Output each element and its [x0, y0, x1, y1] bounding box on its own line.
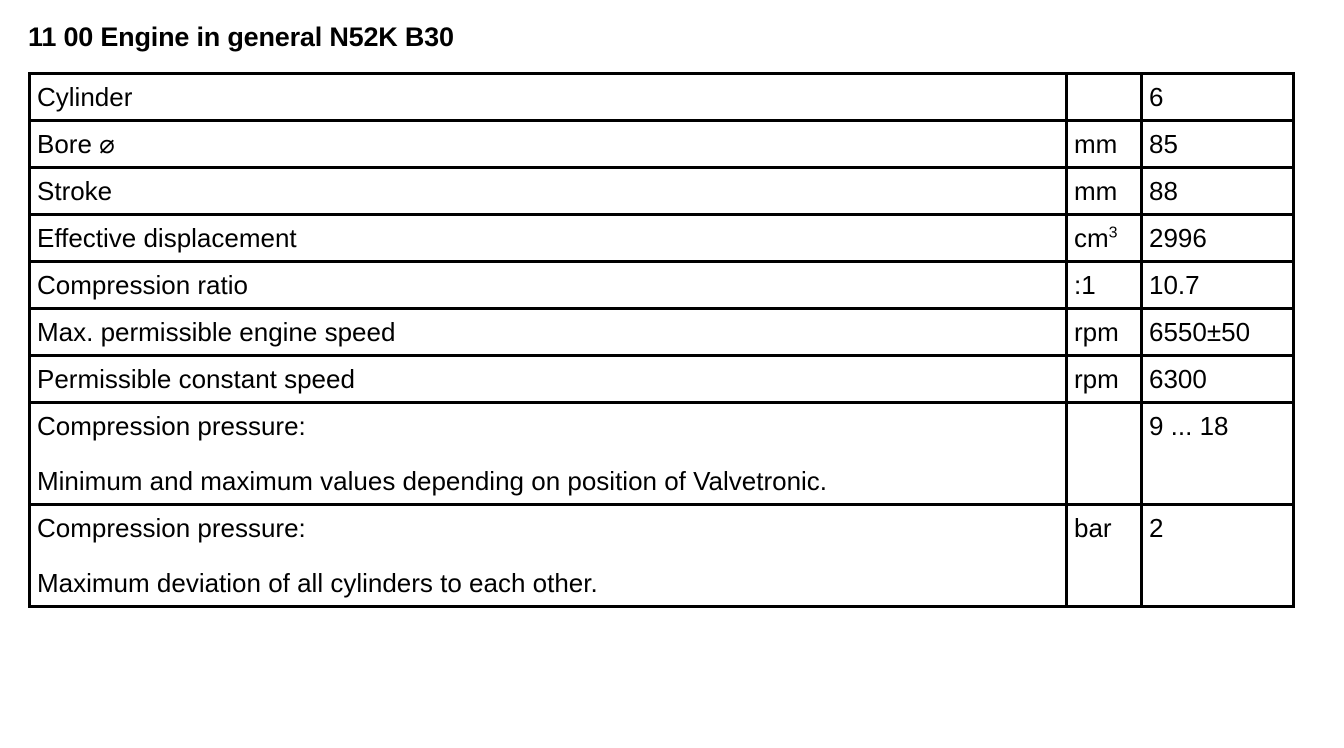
spec-label-text: Compression ratio	[37, 270, 248, 300]
spec-value-content: 9 ... 18	[1143, 404, 1292, 501]
table-row: Compression pressure: Minimum and maximum…	[28, 401, 1295, 506]
spec-label-text: Compression pressure:	[37, 411, 306, 441]
spec-value-cell: 88	[1140, 166, 1295, 216]
spec-value-cell: 85	[1140, 119, 1295, 169]
spec-unit-cell: mm	[1065, 119, 1143, 169]
spec-value-text: 6550±50	[1149, 317, 1251, 347]
spec-label-cell: Stroke	[28, 166, 1068, 216]
spec-value-text: 2996	[1149, 223, 1207, 253]
spec-unit-cell: rpm	[1065, 307, 1143, 357]
spec-value-cell: 2996	[1140, 213, 1295, 263]
spec-unit-content: mm	[1068, 122, 1140, 166]
spec-unit-text: bar	[1074, 513, 1112, 543]
spec-label-note: Maximum deviation of all cylinders to ea…	[37, 568, 598, 598]
spec-unit-content: mm	[1068, 169, 1140, 213]
table-row: Max. permissible engine speed rpm 6550±50	[28, 307, 1295, 357]
table-row: Compression ratio :1 10.7	[28, 260, 1295, 310]
spec-value-content: 10.7	[1143, 263, 1292, 307]
spec-unit-cell: :1	[1065, 260, 1143, 310]
spec-label-content: Permissible constant speed	[31, 357, 1065, 401]
spec-unit-content: rpm	[1068, 357, 1140, 401]
spec-label-cell: Compression pressure: Maximum deviation o…	[28, 503, 1068, 608]
spec-unit-text: mm	[1074, 129, 1118, 159]
spec-label-text: Max. permissible engine speed	[37, 317, 396, 347]
spec-value-cell: 9 ... 18	[1140, 401, 1295, 506]
spec-unit-content	[1068, 75, 1140, 119]
spec-label-content: Compression ratio	[31, 263, 1065, 307]
spec-label-content: Bore ⌀	[31, 122, 1065, 166]
spec-value-content: 88	[1143, 169, 1292, 213]
spec-value-content: 6300	[1143, 357, 1292, 401]
spec-value-text: 9 ... 18	[1149, 411, 1229, 441]
spec-label-cell: Cylinder	[28, 72, 1068, 122]
spec-label-text: Compression pressure:	[37, 513, 306, 543]
spec-value-text: 10.7	[1149, 270, 1200, 300]
table-row: Cylinder 6	[28, 72, 1295, 122]
spec-unit-content: rpm	[1068, 310, 1140, 354]
spec-value-text: 85	[1149, 129, 1178, 159]
spec-value-cell: 6300	[1140, 354, 1295, 404]
table-row: Stroke mm 88	[28, 166, 1295, 216]
table-row: Permissible constant speed rpm 6300	[28, 354, 1295, 404]
spec-unit-text: :1	[1074, 270, 1096, 300]
spec-value-content: 6	[1143, 75, 1292, 119]
spec-value-text: 6	[1149, 82, 1164, 112]
spec-label-cell: Compression pressure: Minimum and maximum…	[28, 401, 1068, 506]
spec-value-content: 2	[1143, 506, 1292, 603]
spec-label-text: Bore ⌀	[37, 129, 115, 159]
spec-unit-content: bar	[1068, 506, 1140, 603]
spec-value-content: 2996	[1143, 216, 1292, 260]
spec-value-content: 6550±50	[1143, 310, 1292, 354]
spec-unit-cell	[1065, 72, 1143, 122]
spec-unit-content: cm3	[1068, 216, 1140, 260]
spec-value-cell: 6550±50	[1140, 307, 1295, 357]
spec-value-cell: 6	[1140, 72, 1295, 122]
spec-label-text: Stroke	[37, 176, 113, 206]
table-row: Effective displacement cm3 2996	[28, 213, 1295, 263]
spec-label-content: Cylinder	[31, 75, 1065, 119]
spec-value-content: 85	[1143, 122, 1292, 166]
engine-specification-table: Cylinder 6 Bore ⌀ mm 85 Stroke mm 88 Effective d…	[28, 72, 1295, 608]
spec-unit-cell: mm	[1065, 166, 1143, 216]
spec-unit-cell: bar	[1065, 503, 1143, 608]
spec-unit-cell: rpm	[1065, 354, 1143, 404]
spec-label-text: Cylinder	[37, 82, 133, 112]
spec-unit-text: rpm	[1074, 317, 1119, 347]
spec-unit-exponent: 3	[1108, 224, 1118, 242]
spec-unit-cell	[1065, 401, 1143, 506]
spec-label-note: Minimum and maximum values depending on …	[37, 466, 828, 496]
spec-value-text: 2	[1149, 513, 1164, 543]
spec-label-cell: Effective displacement	[28, 213, 1068, 263]
spec-label-cell: Max. permissible engine speed	[28, 307, 1068, 357]
spec-label-text: Permissible constant speed	[37, 364, 355, 394]
spec-label-content: Max. permissible engine speed	[31, 310, 1065, 354]
spec-unit-text: rpm	[1074, 364, 1119, 394]
spec-unit-content: :1	[1068, 263, 1140, 307]
spec-value-text: 6300	[1149, 364, 1207, 394]
table-row: Compression pressure: Maximum deviation o…	[28, 503, 1295, 608]
spec-value-cell: 2	[1140, 503, 1295, 608]
page-title: 11 00 Engine in general N52K B30	[28, 22, 454, 52]
spec-unit-text: cm	[1074, 223, 1109, 253]
spec-unit-text: mm	[1074, 176, 1118, 206]
spec-unit-content	[1068, 404, 1140, 501]
spec-label-content: Compression pressure: Maximum deviation o…	[31, 506, 1065, 605]
table-body: Cylinder 6 Bore ⌀ mm 85 Stroke mm 88 Effective d…	[28, 72, 1295, 608]
spec-value-text: 88	[1149, 176, 1178, 206]
spec-label-content: Stroke	[31, 169, 1065, 213]
spec-label-cell: Compression ratio	[28, 260, 1068, 310]
spec-label-cell: Permissible constant speed	[28, 354, 1068, 404]
spec-label-content: Effective displacement	[31, 216, 1065, 260]
table-row: Bore ⌀ mm 85	[28, 119, 1295, 169]
spec-label-text: Effective displacement	[37, 223, 297, 253]
spec-label-content: Compression pressure: Minimum and maximum…	[31, 404, 1065, 503]
spec-unit-cell: cm3	[1065, 213, 1143, 263]
spec-value-cell: 10.7	[1140, 260, 1295, 310]
spec-label-cell: Bore ⌀	[28, 119, 1068, 169]
